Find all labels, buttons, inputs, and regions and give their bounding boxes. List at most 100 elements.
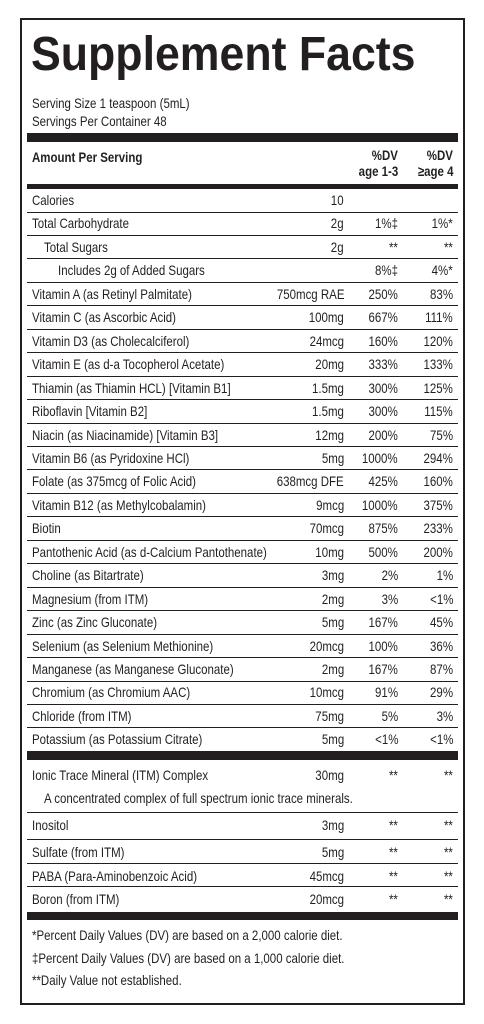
row-rule bbox=[27, 563, 458, 565]
row-rule bbox=[27, 610, 458, 612]
row-rule bbox=[27, 516, 458, 518]
dv: 2% bbox=[381, 567, 398, 584]
row-rule bbox=[27, 234, 458, 236]
nutrient-name: Chloride (from ITM) bbox=[32, 707, 132, 724]
dv-header: %DV bbox=[371, 147, 398, 163]
dv: 167% bbox=[368, 661, 398, 677]
row-rule bbox=[27, 305, 458, 307]
nutrient-name: Vitamin E (as d-a Tocopherol Acetate) bbox=[32, 356, 225, 373]
row-rule bbox=[27, 727, 458, 729]
dv: 29% bbox=[430, 684, 453, 701]
amount: 5mg bbox=[321, 731, 344, 748]
amount: 3mg bbox=[321, 817, 344, 833]
amount: 5mg bbox=[321, 614, 344, 631]
dv: 5% bbox=[381, 707, 398, 724]
dv: ** bbox=[389, 767, 398, 783]
row-rule bbox=[27, 446, 458, 447]
dv: 133% bbox=[423, 356, 453, 373]
row-rule bbox=[27, 492, 458, 494]
amount: 2mg bbox=[321, 590, 344, 607]
row-rule bbox=[27, 375, 458, 377]
nutrient-name: Total Carbohydrate bbox=[32, 215, 130, 232]
border bbox=[20, 18, 465, 1005]
nutrient-name: Total Sugars bbox=[44, 238, 108, 255]
nutrient-name: Selenium (as Selenium Methionine) bbox=[32, 637, 214, 654]
dv: ** bbox=[389, 868, 398, 884]
dv: 1000% bbox=[362, 449, 398, 466]
row-rule bbox=[27, 399, 458, 401]
dv: 4%* bbox=[431, 262, 453, 279]
dv: 300% bbox=[368, 379, 398, 396]
nutrient-name: Vitamin B6 (as Pyridoxine HCl) bbox=[32, 449, 190, 466]
amount: 638mcg DFE bbox=[277, 473, 344, 490]
amount: 20mg bbox=[315, 356, 344, 373]
nutrient-name: Includes 2g of Added Sugars bbox=[58, 262, 205, 279]
dv: ** bbox=[444, 891, 453, 907]
dv: 875% bbox=[368, 520, 398, 537]
title: Supplement Facts bbox=[31, 28, 416, 81]
amount: 30mg bbox=[315, 767, 344, 783]
note: A concentrated complex of full spectrum … bbox=[44, 790, 353, 806]
dv: 294% bbox=[423, 449, 453, 466]
thick-rule bbox=[27, 912, 458, 920]
dv: 3% bbox=[381, 590, 398, 607]
row-rule bbox=[27, 211, 458, 213]
footnote: **Daily Value not established. bbox=[32, 972, 182, 988]
row-rule bbox=[27, 680, 458, 682]
dv: <1% bbox=[429, 731, 453, 748]
dv: 3% bbox=[436, 707, 453, 724]
amount: 2mg bbox=[321, 661, 344, 677]
nutrient-name: Manganese (as Manganese Gluconate) bbox=[32, 661, 234, 677]
dv: 125% bbox=[423, 379, 453, 396]
row-rule bbox=[27, 352, 458, 354]
amount: 24mcg bbox=[309, 332, 344, 349]
amount: 20mcg bbox=[309, 891, 344, 907]
amount: 5mg bbox=[321, 449, 344, 466]
row-rule bbox=[27, 258, 458, 260]
dv: 200% bbox=[368, 426, 398, 443]
nutrient-name: Sulfate (from ITM) bbox=[32, 844, 125, 860]
amount: 750mcg RAE bbox=[276, 285, 344, 302]
dv: 300% bbox=[368, 403, 398, 420]
nutrient-name: Vitamin A (as Retinyl Palmitate) bbox=[32, 285, 192, 302]
nutrient-name: PABA (Para-Aminobenzoic Acid) bbox=[32, 868, 198, 884]
nutrient-name: Boron (from ITM) bbox=[32, 891, 120, 907]
amount: 12mg bbox=[315, 426, 344, 443]
footnote: *Percent Daily Values (DV) are based on … bbox=[32, 927, 343, 943]
dv: <1% bbox=[374, 731, 398, 748]
dv: 1%‡ bbox=[375, 215, 398, 232]
dv: 1%* bbox=[431, 215, 453, 232]
row-rule bbox=[27, 586, 458, 588]
nutrient-name: Potassium (as Potassium Citrate) bbox=[32, 731, 203, 748]
amount: 45mcg bbox=[309, 868, 344, 884]
nutrient-name: Vitamin C (as Ascorbic Acid) bbox=[32, 309, 176, 326]
dv: 167% bbox=[368, 614, 398, 631]
row-rule bbox=[27, 281, 458, 283]
dv: 100% bbox=[368, 637, 398, 654]
thick-rule bbox=[27, 133, 458, 142]
row-rule bbox=[27, 539, 458, 541]
nutrient-name: Zinc (as Zinc Gluconate) bbox=[32, 614, 158, 631]
dv: 1% bbox=[436, 567, 453, 584]
dv: ** bbox=[444, 868, 453, 884]
amount: 5mg bbox=[321, 844, 344, 860]
dv: 375% bbox=[423, 496, 453, 513]
row-rule bbox=[27, 469, 458, 471]
dv: 45% bbox=[430, 614, 453, 631]
dv: ** bbox=[389, 817, 398, 833]
dv: 425% bbox=[368, 473, 398, 490]
serving-size: Serving Size 1 teaspoon (5mL) bbox=[32, 95, 190, 111]
dv: 160% bbox=[423, 473, 453, 490]
thick-rule bbox=[27, 184, 458, 189]
dv: 91% bbox=[375, 684, 398, 701]
dv: 1000% bbox=[362, 496, 398, 513]
dv: 120% bbox=[423, 332, 453, 349]
row-rule bbox=[27, 839, 458, 840]
nutrient-name: Chromium (as Chromium AAC) bbox=[32, 684, 191, 701]
dv: 200% bbox=[423, 543, 453, 560]
dv: 87% bbox=[430, 661, 453, 677]
nutrient-name: Niacin (as Niacinamide) [Vitamin B3] bbox=[32, 426, 219, 443]
dv-header: %DV bbox=[426, 147, 453, 163]
dv: ** bbox=[389, 238, 398, 255]
